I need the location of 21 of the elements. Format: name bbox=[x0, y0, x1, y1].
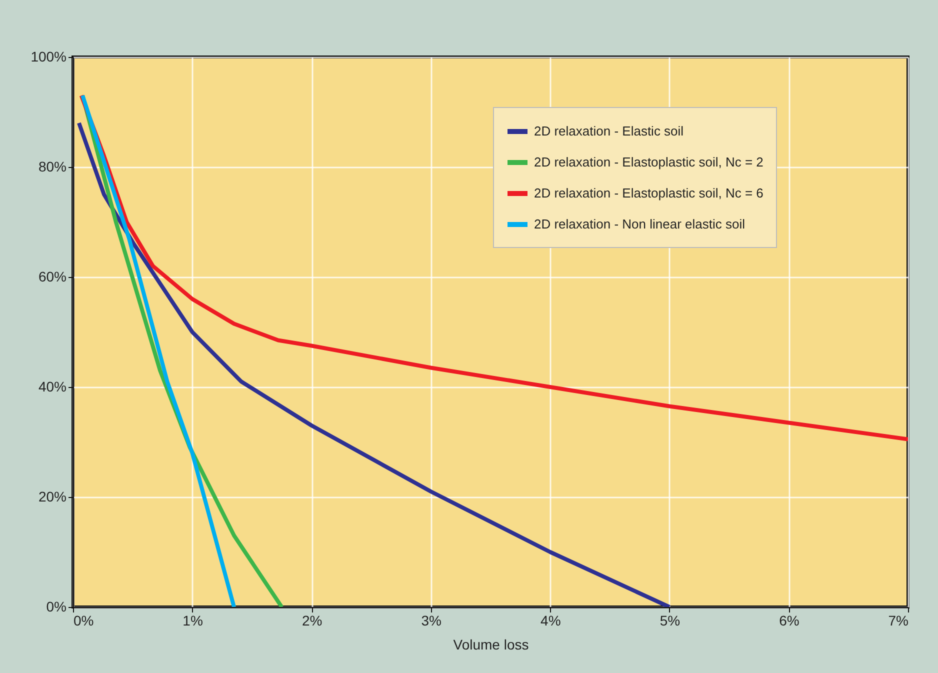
legend-label: 2D relaxation - Non linear elastic soil bbox=[534, 216, 746, 232]
legend-label: 2D relaxation - Elastic soil bbox=[534, 124, 684, 138]
y-tick-label: 100% bbox=[30, 48, 66, 64]
x-axis-title: Volume loss bbox=[453, 636, 529, 652]
legend-label: 2D relaxation - Elastoplastic soil, Nc = 2 bbox=[534, 154, 764, 170]
x-tick-label: 0% bbox=[74, 612, 94, 628]
line-series bbox=[79, 94, 908, 442]
legend-label: 2D relaxation - Elastoplastic soil, Nc = 6 bbox=[534, 186, 764, 200]
x-tick-label: 2% bbox=[302, 612, 322, 628]
x-tick-label: 7% bbox=[888, 612, 908, 628]
x-tick-label: 1% bbox=[182, 612, 203, 628]
x-tick-label: 6% bbox=[779, 612, 800, 628]
y-tick-label: 20% bbox=[38, 488, 66, 504]
y-tick-label: 60% bbox=[38, 268, 66, 284]
x-tick-label: 3% bbox=[421, 612, 442, 628]
y-tick-label: 40% bbox=[38, 378, 66, 394]
y-tick-label: 0% bbox=[46, 598, 66, 614]
x-tick-label: 5% bbox=[660, 612, 680, 628]
x-tick-label: 4% bbox=[540, 612, 561, 628]
line-series bbox=[80, 94, 236, 607]
y-tick-label: 80% bbox=[38, 158, 66, 174]
